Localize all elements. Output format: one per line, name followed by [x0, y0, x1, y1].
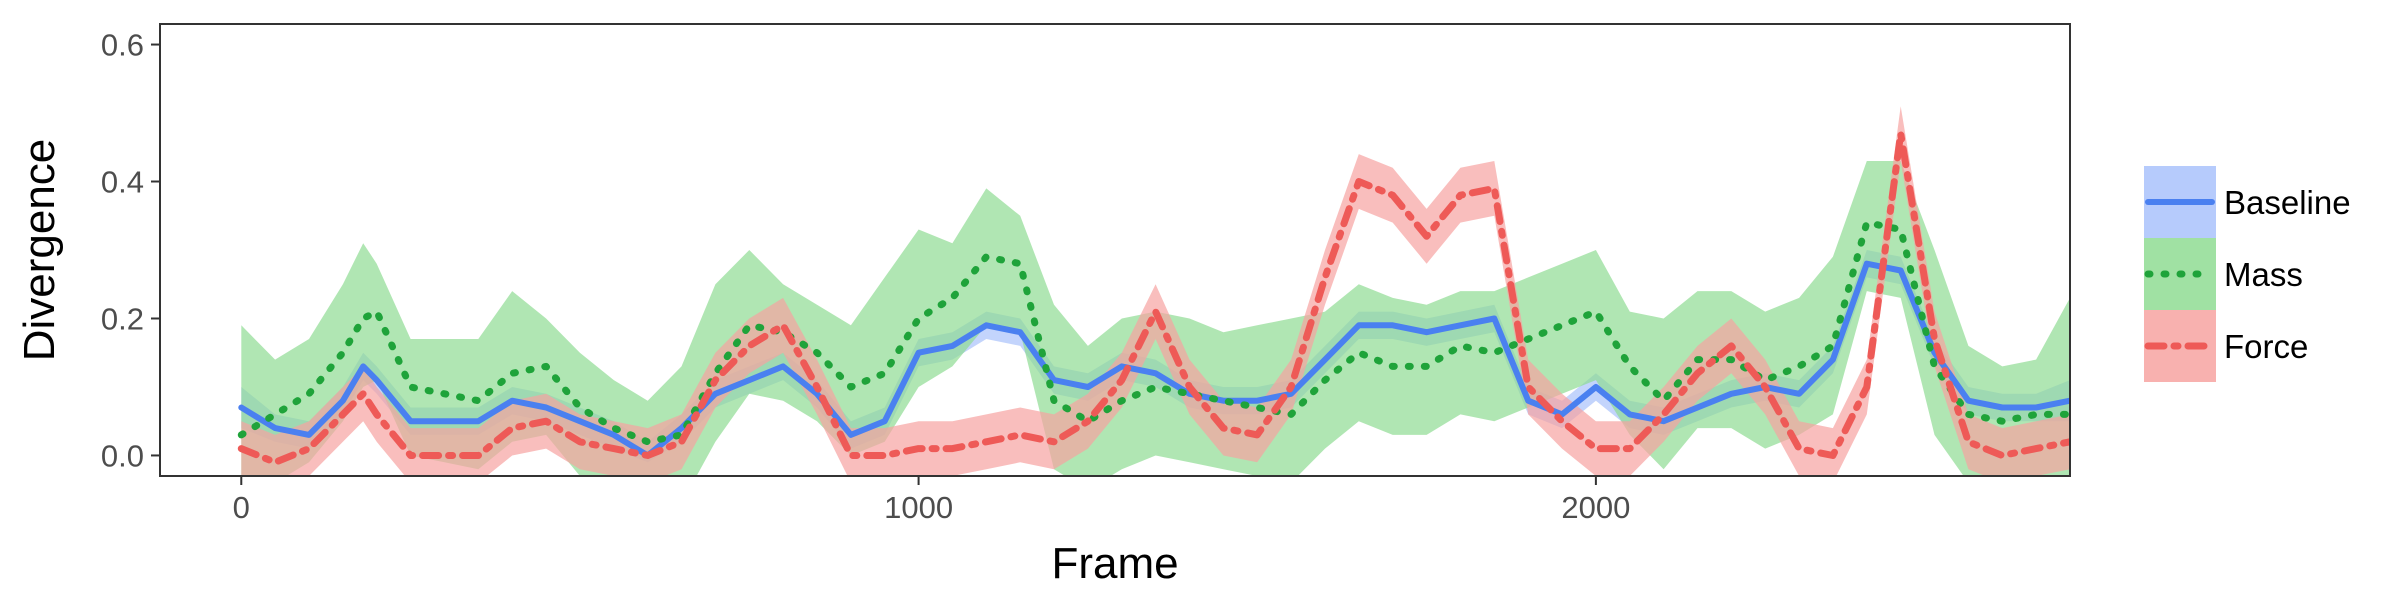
force-line — [237, 130, 2070, 466]
legend-label-force: Force — [2224, 328, 2308, 365]
baseline-line — [238, 260, 2070, 459]
legend-label-baseline: Baseline — [2224, 184, 2351, 221]
x-tick-label: 2000 — [1561, 490, 1630, 525]
x-axis: 0 1000 2000 — [233, 476, 1630, 525]
y-axis-title: Divergence — [15, 139, 64, 362]
force-band — [241, 106, 2070, 476]
y-tick-label: 0.2 — [101, 301, 144, 336]
y-tick-label: 0.4 — [101, 165, 144, 200]
confidence-bands — [241, 106, 2070, 476]
x-tick-label: 0 — [233, 490, 250, 525]
y-tick-label: 0.0 — [101, 438, 144, 473]
y-tick-label: 0.6 — [101, 28, 144, 63]
x-tick-label: 1000 — [884, 490, 953, 525]
plot-panel-border — [159, 23, 2071, 477]
series-lines — [237, 130, 2070, 466]
x-axis-title: Frame — [1051, 539, 1178, 588]
y-axis: 0.0 0.2 0.4 0.6 — [101, 28, 160, 473]
legend-label-mass: Mass — [2224, 256, 2303, 293]
legend: Baseline Mass Force — [2144, 166, 2351, 382]
